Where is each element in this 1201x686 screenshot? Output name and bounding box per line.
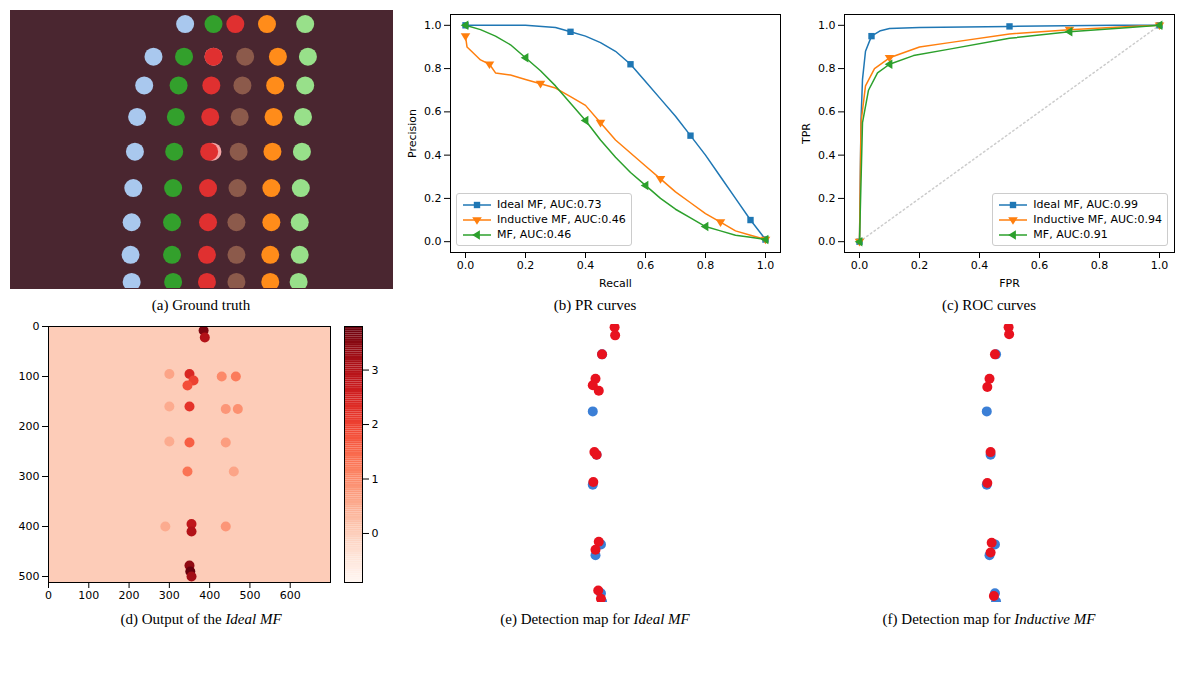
html-text:(c) ROC curves: (c) ROC curves [941,297,1037,313]
svg-text:Precision: Precision [406,109,419,158]
svg-text:0.6: 0.6 [818,105,836,118]
html-text:(d) Output of the Ideal MF: (d) Output of the Ideal MF [120,611,282,627]
svg-text:0.6: 0.6 [637,259,655,272]
svg-text:1.0: 1.0 [424,19,442,32]
svg-text:Recall: Recall [599,277,632,290]
html-text:Inductive MF, AUC:0.94: Inductive MF, AUC:0.94 [1033,213,1162,226]
html-text:Inductive MF, AUC:0.46: Inductive MF, AUC:0.46 [497,213,626,226]
html-text:MF, AUC:0.91: MF, AUC:0.91 [1033,228,1108,241]
svg-text:0.2: 0.2 [424,192,442,205]
svg-text:0.8: 0.8 [818,62,836,75]
svg-text:0.8: 0.8 [424,62,442,75]
html-text:(f) Detection map for Inductiv: (f) Detection map for Inductive MF [882,611,1096,627]
svg-text:1: 1 [372,473,379,486]
svg-text:1.0: 1.0 [818,19,836,32]
svg-text:0.4: 0.4 [577,259,595,272]
html-text:(b) PR curves: (b) PR curves [553,297,637,313]
html-text:Ideal MF, AUC:0.99: Ideal MF, AUC:0.99 [1033,198,1138,211]
html-text:MF, AUC:0.46: MF, AUC:0.46 [497,228,572,241]
html-text:(a) Ground truth: (a) Ground truth [151,297,251,313]
svg-text:0.4: 0.4 [424,149,442,162]
svg-text:0.0: 0.0 [424,235,442,248]
svg-text:0.0: 0.0 [818,235,836,248]
svg-text:0: 0 [33,320,40,333]
svg-text:0.4: 0.4 [818,149,836,162]
svg-text:FPR: FPR [999,277,1020,290]
svg-text:200: 200 [19,420,40,433]
html-text:(e) Detection map for Ideal MF: (e) Detection map for Ideal MF [500,611,690,627]
svg-text:0.0: 0.0 [457,259,475,272]
svg-text:0.2: 0.2 [818,192,836,205]
svg-text:400: 400 [19,520,40,533]
svg-text:0.2: 0.2 [517,259,535,272]
svg-text:400: 400 [199,589,220,602]
svg-text:500: 500 [239,589,260,602]
svg-text:0.4: 0.4 [971,259,989,272]
svg-text:3: 3 [372,364,379,377]
svg-text:500: 500 [19,570,40,583]
svg-text:300: 300 [19,470,40,483]
svg-text:1.0: 1.0 [1151,259,1169,272]
svg-text:200: 200 [119,589,140,602]
svg-text:0.8: 0.8 [1091,259,1109,272]
svg-text:100: 100 [78,589,99,602]
html-text:Ideal MF, AUC:0.73: Ideal MF, AUC:0.73 [497,198,602,211]
svg-text:0.6: 0.6 [424,105,442,118]
svg-text:0.8: 0.8 [697,259,715,272]
svg-text:600: 600 [280,589,301,602]
svg-text:0: 0 [45,589,52,602]
svg-text:TPR: TPR [800,123,813,145]
svg-text:0.6: 0.6 [1031,259,1049,272]
svg-text:300: 300 [159,589,180,602]
svg-text:0.2: 0.2 [911,259,929,272]
svg-text:0: 0 [372,527,379,540]
svg-text:2: 2 [372,418,379,431]
svg-text:1.0: 1.0 [757,259,775,272]
svg-text:0.0: 0.0 [851,259,869,272]
svg-text:100: 100 [19,370,40,383]
